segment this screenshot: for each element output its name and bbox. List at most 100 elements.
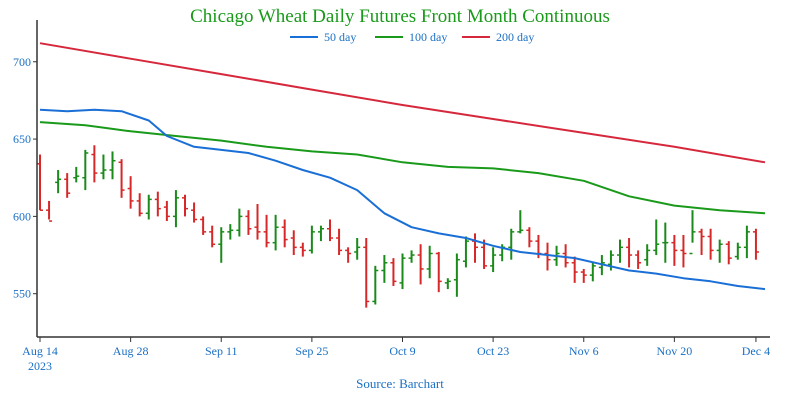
ohlc-bar xyxy=(263,214,270,248)
chart-source: Source: Barchart xyxy=(356,376,444,391)
ohlc-bar xyxy=(653,219,660,256)
ohlc-bar xyxy=(317,225,324,242)
ohlc-bar xyxy=(426,245,433,279)
x-tick-label: Oct 9 xyxy=(389,344,415,358)
ohlc-bar xyxy=(236,208,243,237)
plot-area xyxy=(37,42,766,308)
ohlc-bar xyxy=(272,214,279,251)
ohlc-bar xyxy=(571,256,578,283)
ohlc-bar xyxy=(73,166,80,183)
moving-average-ma100 xyxy=(39,121,766,215)
ohlc-bar xyxy=(544,242,551,271)
ohlc-bar xyxy=(517,210,524,234)
ohlc-bar xyxy=(734,242,741,260)
ohlc-bar xyxy=(37,154,43,211)
ohlc-bar xyxy=(182,194,188,217)
ohlc-bar xyxy=(689,210,696,255)
ohlc-bar xyxy=(725,241,732,265)
y-tick-label: 600 xyxy=(13,209,31,223)
ohlc-bar xyxy=(752,228,759,260)
x-tick-label: Aug 28 xyxy=(113,344,149,358)
ohlc-bar xyxy=(82,149,89,191)
ohlc-bar xyxy=(381,255,388,283)
ohlc-bar xyxy=(281,219,288,248)
chart-title: Chicago Wheat Daily Futures Front Month … xyxy=(190,6,610,27)
ohlc-bar xyxy=(345,247,352,263)
ohlc-bar xyxy=(227,224,234,240)
ohlc-bar xyxy=(662,222,669,263)
ohlc-bar xyxy=(254,204,261,240)
ohlc-bar xyxy=(408,250,415,263)
ohlc-bar xyxy=(481,239,488,269)
moving-average-ma200 xyxy=(39,42,766,164)
ohlc-bar xyxy=(308,225,315,254)
ohlc-bar xyxy=(200,216,207,235)
x-tick-label: Nov 6 xyxy=(569,344,599,358)
ohlc-bar xyxy=(245,210,252,235)
ohlc-bar xyxy=(617,239,623,263)
ohlc-bar xyxy=(127,176,134,209)
ohlc-bar xyxy=(100,154,107,180)
ohlc-bar xyxy=(580,268,587,283)
ohlc-bar xyxy=(354,238,361,260)
ohlc-bar xyxy=(136,193,143,217)
legend-label-ma50: 50 day xyxy=(324,30,356,44)
ohlc-bar xyxy=(290,230,297,256)
legend-label-ma200: 200 day xyxy=(496,30,534,44)
ohlc-bar xyxy=(490,247,497,273)
ohlc-bar xyxy=(336,228,343,256)
ohlc-bar xyxy=(453,253,460,297)
ohlc-bar xyxy=(472,233,478,263)
ohlc-bar xyxy=(172,190,179,228)
ohlc-bar xyxy=(526,227,533,248)
ohlc-bar xyxy=(372,265,379,305)
ohlc-bar xyxy=(435,251,442,293)
ohlc-bar xyxy=(589,262,596,282)
ohlc-bar xyxy=(626,238,633,268)
ohlc-bar xyxy=(716,239,723,263)
ohlc-bar xyxy=(680,234,687,268)
ohlc-bar xyxy=(743,225,750,259)
ohlc-bar xyxy=(64,173,71,198)
legend-label-ma100: 100 day xyxy=(409,30,447,44)
ohlc-bar xyxy=(91,145,98,183)
ohlc-bar xyxy=(118,159,125,198)
ohlc-bar xyxy=(644,244,651,266)
ohlc-bar xyxy=(299,242,306,257)
x-tick-label: Oct 23 xyxy=(477,344,509,358)
ohlc-bar xyxy=(562,244,569,268)
y-tick-label: 650 xyxy=(13,132,31,146)
ohlc-bar xyxy=(698,228,705,256)
x-tick-label: Nov 20 xyxy=(657,344,693,358)
ohlc-bar xyxy=(154,191,161,217)
x-tick-label: Sep 11 xyxy=(205,344,238,358)
ohlc-bar xyxy=(46,200,53,222)
ohlc-bar xyxy=(191,202,198,223)
ohlc-bar xyxy=(209,225,216,248)
ohlc-bar xyxy=(145,194,152,220)
ohlc-bar xyxy=(399,253,406,290)
y-tick-label: 700 xyxy=(13,55,31,69)
ohlc-bar xyxy=(635,250,642,269)
ohlc-bar xyxy=(163,200,170,222)
y-tick-label: 550 xyxy=(13,287,31,301)
x-tick-label: Aug 14 xyxy=(22,344,58,358)
chart-legend: 50 day 100 day 200 day xyxy=(290,30,534,44)
ohlc-bar xyxy=(671,234,678,266)
ohlc-bar xyxy=(707,228,714,260)
ohlc-bar xyxy=(462,236,469,268)
ohlc-bar xyxy=(444,278,451,290)
moving-average-ma50 xyxy=(39,108,766,291)
ohlc-bar xyxy=(327,219,333,242)
ohlc-bar xyxy=(363,238,370,308)
ohlc-bar xyxy=(390,258,397,286)
ohlc-bar xyxy=(109,151,116,180)
ohlc-bar xyxy=(417,244,424,285)
x-tick-year-label: 2023 xyxy=(28,359,52,373)
x-tick-label: Sep 25 xyxy=(295,344,328,358)
x-tick-label: Dec 4 xyxy=(742,344,770,358)
ohlc-bar xyxy=(55,169,62,194)
ohlc-bar xyxy=(218,227,225,263)
